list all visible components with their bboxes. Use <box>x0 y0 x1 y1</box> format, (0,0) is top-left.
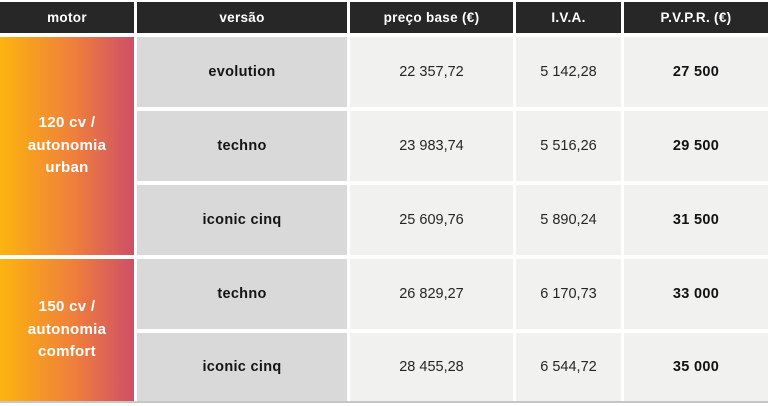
pvpr-cell: 35 000 <box>624 333 768 401</box>
version-cell: techno <box>137 111 347 181</box>
pvpr-cell: 33 000 <box>624 259 768 329</box>
pvpr-cell: 29 500 <box>624 111 768 181</box>
base-price-cell: 22 357,72 <box>350 37 513 107</box>
version-cell: techno <box>137 259 347 329</box>
base-price-cell: 28 455,28 <box>350 333 513 401</box>
motor-group-150cv: 150 cv / autonomia comfort <box>0 259 134 401</box>
header-vat: I.V.A. <box>516 2 621 33</box>
table-bottom-border <box>0 401 768 403</box>
pvpr-cell: 31 500 <box>624 185 768 255</box>
version-cell: iconic cinq <box>137 185 347 255</box>
vat-cell: 5 890,24 <box>516 185 621 255</box>
vat-cell: 6 544,72 <box>516 333 621 401</box>
base-price-cell: 23 983,74 <box>350 111 513 181</box>
vat-cell: 5 516,26 <box>516 111 621 181</box>
pvpr-cell: 27 500 <box>624 37 768 107</box>
version-cell: iconic cinq <box>137 333 347 401</box>
base-price-cell: 25 609,76 <box>350 185 513 255</box>
header-pvpr: P.V.P.R. (€) <box>624 2 768 33</box>
version-cell: evolution <box>137 37 347 107</box>
motor-group-120cv: 120 cv / autonomia urban <box>0 37 134 255</box>
header-motor: motor <box>0 2 134 33</box>
header-version: versão <box>137 2 347 33</box>
vat-cell: 6 170,73 <box>516 259 621 329</box>
header-base-price: preço base (€) <box>350 2 513 33</box>
base-price-cell: 26 829,27 <box>350 259 513 329</box>
vat-cell: 5 142,28 <box>516 37 621 107</box>
